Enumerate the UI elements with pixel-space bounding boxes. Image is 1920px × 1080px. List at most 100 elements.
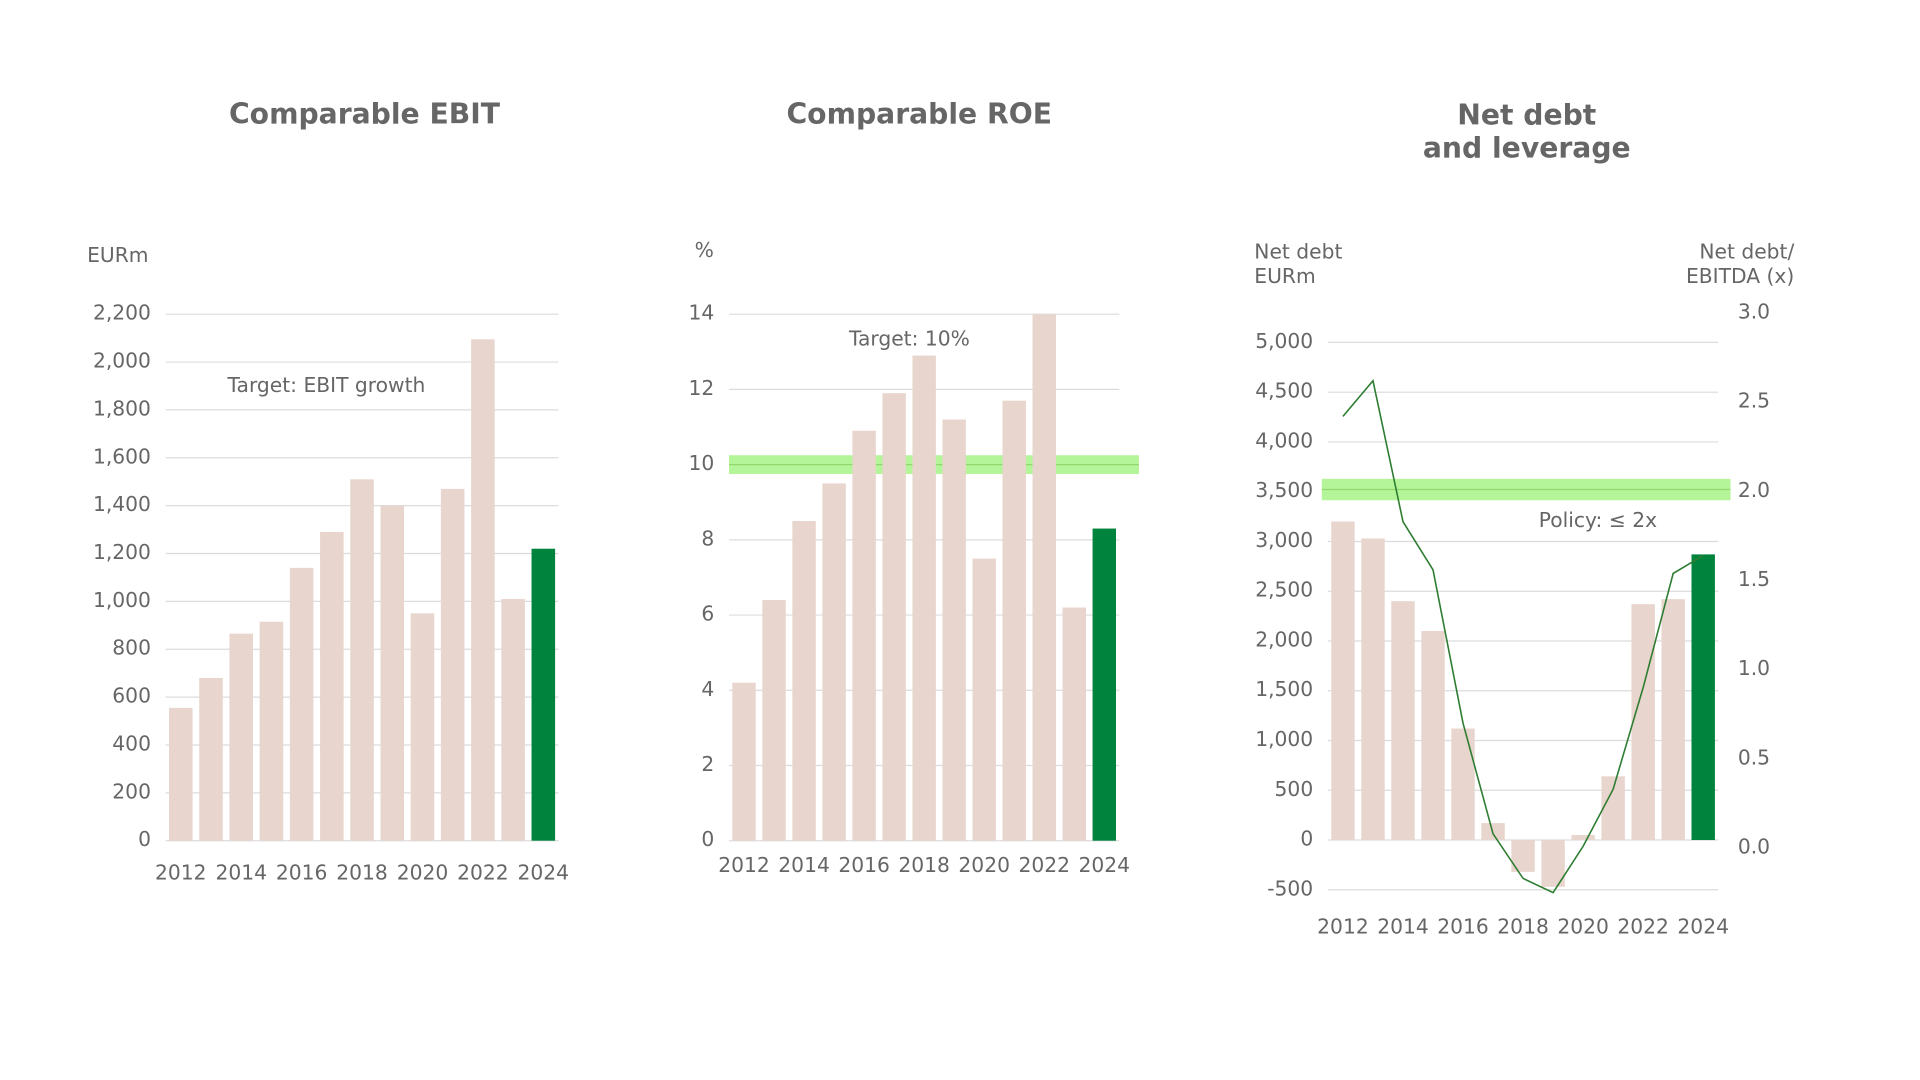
y-tick-label: 4,500 xyxy=(1255,379,1313,403)
x-tick-label: 2024 xyxy=(1079,853,1131,877)
x-tick-label: 2014 xyxy=(215,860,267,884)
y-tick-label: 5,000 xyxy=(1255,329,1313,353)
x-tick-label: 2018 xyxy=(336,860,388,884)
x-tick-label: 2016 xyxy=(1437,914,1489,938)
y2-axis-label: Net debt/ xyxy=(1699,239,1794,263)
y-tick-label: 2,000 xyxy=(93,349,151,373)
bar xyxy=(882,393,906,841)
bar xyxy=(380,505,405,841)
bar xyxy=(762,600,786,841)
y-tick-label: 10 xyxy=(689,451,715,475)
y-tick-label: 600 xyxy=(112,684,151,708)
bar xyxy=(289,567,314,841)
bar xyxy=(440,488,465,841)
bar xyxy=(501,598,525,841)
bar xyxy=(1032,314,1056,841)
y-tick-label: 8 xyxy=(701,526,714,550)
bar xyxy=(1661,599,1685,841)
bar xyxy=(1601,776,1625,841)
y2-tick-label: 3.0 xyxy=(1738,299,1770,323)
y-tick-label: 1,000 xyxy=(1255,727,1313,751)
bar xyxy=(471,339,495,841)
y-tick-label: 2 xyxy=(701,752,714,776)
y-tick-label: 1,600 xyxy=(93,444,151,468)
y-tick-label: 2,000 xyxy=(1255,627,1313,651)
x-tick-label: 2018 xyxy=(898,853,950,877)
x-tick-label: 2022 xyxy=(1617,914,1669,938)
bar xyxy=(1691,554,1715,841)
bar xyxy=(229,633,253,841)
y-axis-label: EURm xyxy=(87,243,148,267)
chart-title: Comparable ROE xyxy=(786,97,1052,130)
y-tick-label: 400 xyxy=(112,731,151,755)
annotation: Policy: ≤ 2x xyxy=(1539,508,1657,532)
y-tick-label: 1,400 xyxy=(93,492,151,516)
y-tick-label: 200 xyxy=(112,779,151,803)
x-tick-label: 2014 xyxy=(778,853,830,877)
x-tick-label: 2024 xyxy=(1677,914,1729,938)
x-tick-label: 2016 xyxy=(276,860,328,884)
bar xyxy=(531,548,556,841)
y-tick-label: 14 xyxy=(689,301,715,325)
y-tick-label: 2,500 xyxy=(1255,578,1313,602)
chart-group: Comparable EBITEURm02004006008001,0001,2… xyxy=(87,97,1794,938)
bar xyxy=(410,613,435,841)
y2-tick-label: 0.5 xyxy=(1738,745,1770,769)
x-tick-label: 2020 xyxy=(958,853,1010,877)
x-tick-label: 2012 xyxy=(155,860,207,884)
x-tick-label: 2012 xyxy=(718,853,770,877)
bar xyxy=(199,677,223,841)
bar xyxy=(1631,604,1655,841)
bar xyxy=(259,621,284,841)
y-tick-label: 500 xyxy=(1275,777,1314,801)
bar xyxy=(1541,840,1565,887)
chart-title: Comparable EBIT xyxy=(229,97,501,130)
bar xyxy=(1421,631,1445,841)
line xyxy=(1342,378,1704,894)
y-tick-label: 4,000 xyxy=(1255,428,1313,452)
y2-tick-label: 2.5 xyxy=(1738,389,1770,413)
y-tick-label: 6 xyxy=(701,602,714,626)
x-tick-label: 2022 xyxy=(457,860,509,884)
bar xyxy=(1451,728,1475,841)
bar xyxy=(852,430,876,841)
y-tick-label: 0 xyxy=(1300,827,1313,851)
bar xyxy=(320,531,344,841)
chart-title: and leverage xyxy=(1423,132,1631,165)
y-tick-label: 0 xyxy=(138,827,151,851)
annotation: Target: EBIT growth xyxy=(227,373,426,397)
y-tick-label: 1,800 xyxy=(93,396,151,420)
y-axis-label: Net debt xyxy=(1254,239,1342,263)
x-tick-label: 2014 xyxy=(1377,914,1429,938)
y-tick-label: -500 xyxy=(1267,876,1313,900)
y-tick-label: 1,000 xyxy=(93,588,151,612)
bar xyxy=(822,483,846,841)
bar xyxy=(1511,840,1535,872)
y-axis-label: % xyxy=(695,238,714,262)
y-tick-label: 0 xyxy=(701,827,714,851)
bar xyxy=(350,479,374,841)
bar xyxy=(1331,521,1355,841)
bar xyxy=(792,521,816,841)
y-tick-label: 1,500 xyxy=(1255,677,1313,701)
y2-tick-label: 0.0 xyxy=(1738,835,1770,859)
y-tick-label: 800 xyxy=(112,636,151,660)
bar xyxy=(1361,538,1385,841)
chart-title: Net debt xyxy=(1457,99,1596,132)
y2-tick-label: 1.0 xyxy=(1738,656,1770,680)
x-tick-label: 2016 xyxy=(838,853,890,877)
bar xyxy=(1092,528,1116,841)
y-tick-label: 12 xyxy=(689,376,715,400)
bar xyxy=(912,355,936,841)
y-axis-label: EURm xyxy=(1254,264,1315,288)
x-tick-label: 2020 xyxy=(1557,914,1609,938)
bar xyxy=(942,419,966,841)
bar xyxy=(1002,400,1026,841)
x-tick-label: 2012 xyxy=(1317,914,1369,938)
x-tick-label: 2018 xyxy=(1497,914,1549,938)
y-tick-label: 3,000 xyxy=(1255,528,1313,552)
y-tick-label: 3,500 xyxy=(1255,478,1313,502)
x-tick-label: 2024 xyxy=(518,860,570,884)
bar xyxy=(1391,601,1415,841)
